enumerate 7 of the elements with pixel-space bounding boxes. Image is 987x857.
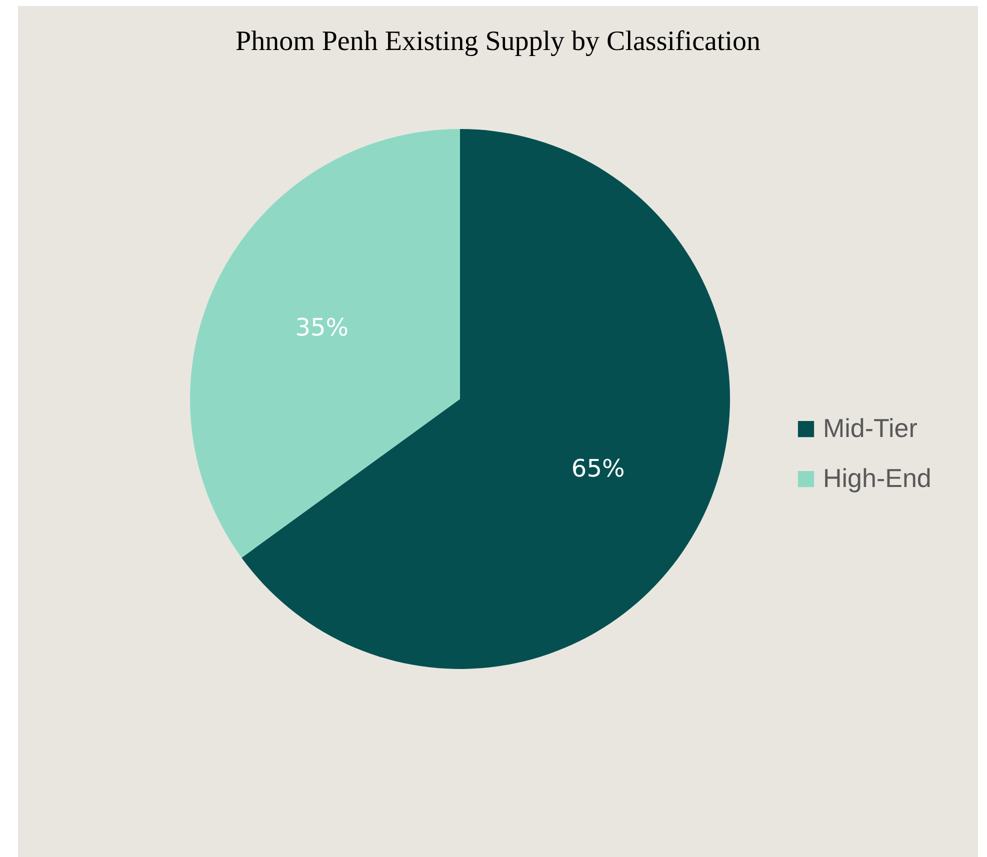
data-label: 35% xyxy=(295,314,349,342)
pie-slice xyxy=(190,129,460,558)
data-label: 65% xyxy=(571,454,625,482)
legend-label: High-End xyxy=(823,463,932,493)
legend-label: Mid-Tier xyxy=(823,413,918,443)
chart-title: Phnom Penh Existing Supply by Classification xyxy=(235,26,761,57)
pie-slice xyxy=(242,129,730,669)
